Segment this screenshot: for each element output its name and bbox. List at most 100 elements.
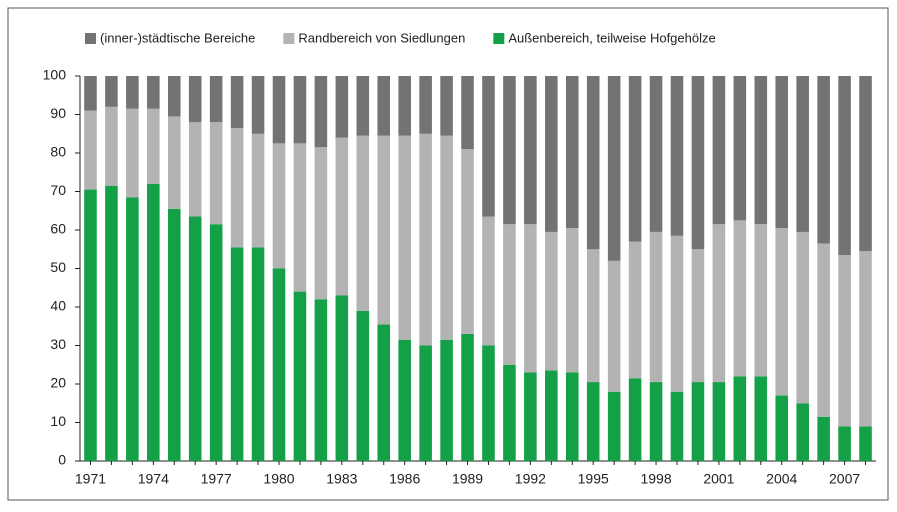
bar-segment — [503, 76, 516, 225]
bar-segment — [817, 76, 830, 244]
bar-segment — [356, 76, 370, 136]
bar-segment — [251, 133, 265, 248]
bar-segment — [147, 76, 160, 109]
bar-segment — [377, 135, 391, 325]
bar-segment — [482, 216, 495, 346]
bar-segment — [817, 243, 830, 417]
bar-segment — [775, 395, 789, 461]
x-tick-label: 1995 — [578, 471, 609, 487]
bar-segment — [503, 224, 516, 365]
bar-segment — [356, 310, 370, 461]
bar-segment — [838, 255, 851, 427]
bar-segment — [167, 116, 181, 209]
bar-segment — [754, 224, 768, 377]
bar-segment — [586, 249, 600, 383]
bar-segment — [691, 382, 705, 461]
bar-segment — [691, 76, 705, 250]
bar-segment — [419, 345, 432, 461]
bar-segment — [126, 108, 139, 198]
bar-segment — [461, 149, 474, 334]
x-tick-label: 1983 — [326, 471, 357, 487]
bar-segment — [649, 76, 663, 232]
bar-segment — [251, 247, 265, 461]
bar-segment — [482, 76, 495, 217]
bar-segment — [565, 372, 579, 461]
bar-segment — [440, 135, 453, 340]
x-tick-label: 1989 — [452, 471, 483, 487]
bar-segment — [649, 231, 663, 383]
bar-segment — [84, 189, 97, 461]
bar-segment — [796, 231, 809, 404]
y-tick-label: 50 — [50, 259, 66, 275]
x-tick-label: 2004 — [766, 471, 797, 487]
bar-segment — [754, 376, 768, 461]
bar-segment — [670, 76, 684, 236]
bar-segment — [838, 426, 851, 461]
bar-segment — [712, 382, 726, 461]
bar-segment — [84, 110, 97, 190]
bar-segment — [545, 370, 558, 461]
bar-segment — [147, 183, 160, 462]
x-tick-label: 1998 — [640, 471, 671, 487]
bar-segment — [524, 372, 537, 461]
bar-segment — [209, 122, 223, 225]
bar-segment — [188, 122, 202, 217]
y-tick-label: 60 — [50, 221, 66, 237]
bar-segment — [105, 76, 118, 107]
y-tick-label: 30 — [50, 336, 66, 352]
bar-segment — [733, 376, 747, 461]
bar-segment — [754, 76, 768, 225]
y-tick-label: 10 — [50, 413, 66, 429]
bar-segment — [251, 76, 265, 134]
bar-segment — [293, 143, 307, 292]
bar-segment — [272, 76, 286, 144]
bar-segment — [775, 228, 789, 396]
y-tick-label: 40 — [50, 298, 66, 314]
bar-segment — [628, 241, 642, 379]
y-tick-label: 0 — [58, 452, 66, 468]
legend-label: Außenbereich, teilweise Hofgehölze — [508, 30, 715, 45]
bar-segment — [607, 391, 621, 461]
bar-segment — [586, 76, 600, 250]
bar-segment — [859, 426, 872, 461]
legend-swatch — [493, 33, 505, 44]
legend-swatch — [283, 33, 295, 44]
bar-segment — [209, 224, 223, 461]
bar-segment — [859, 76, 872, 252]
bar-segment — [126, 197, 139, 461]
legend-label: (inner-)städtische Bereiche — [100, 30, 255, 45]
legend-swatch — [85, 33, 96, 44]
bar-segment — [167, 208, 181, 461]
bar-segment — [649, 382, 663, 461]
bar-segment — [503, 364, 516, 461]
bar-segment — [230, 76, 244, 128]
bar-segment — [377, 324, 391, 461]
y-tick-label: 70 — [50, 182, 66, 198]
bar-segment — [230, 127, 244, 248]
bar-segment — [733, 220, 747, 377]
bar-segment — [691, 249, 705, 383]
bar-segment — [188, 216, 202, 461]
bar-segment — [398, 135, 411, 340]
bar-segment — [670, 235, 684, 392]
bar-segment — [105, 106, 118, 186]
bar-segment — [377, 76, 391, 136]
bar-segment — [293, 291, 307, 461]
bar-segment — [482, 345, 495, 461]
bar-segment — [775, 76, 789, 229]
x-tick-label: 1980 — [263, 471, 294, 487]
bar-segment — [167, 76, 181, 117]
bar-segment — [796, 76, 809, 232]
x-tick-label: 1974 — [138, 471, 169, 487]
bar-segment — [524, 76, 537, 225]
bar-segment — [838, 76, 851, 256]
bar-segment — [356, 135, 370, 311]
bar-segment — [314, 147, 328, 300]
x-tick-label: 1986 — [389, 471, 420, 487]
bar-segment — [817, 416, 830, 461]
bar-segment — [314, 76, 328, 148]
y-tick-label: 80 — [50, 144, 66, 160]
x-tick-label: 2001 — [703, 471, 734, 487]
bar-segment — [398, 339, 411, 461]
bar-segment — [796, 403, 809, 461]
